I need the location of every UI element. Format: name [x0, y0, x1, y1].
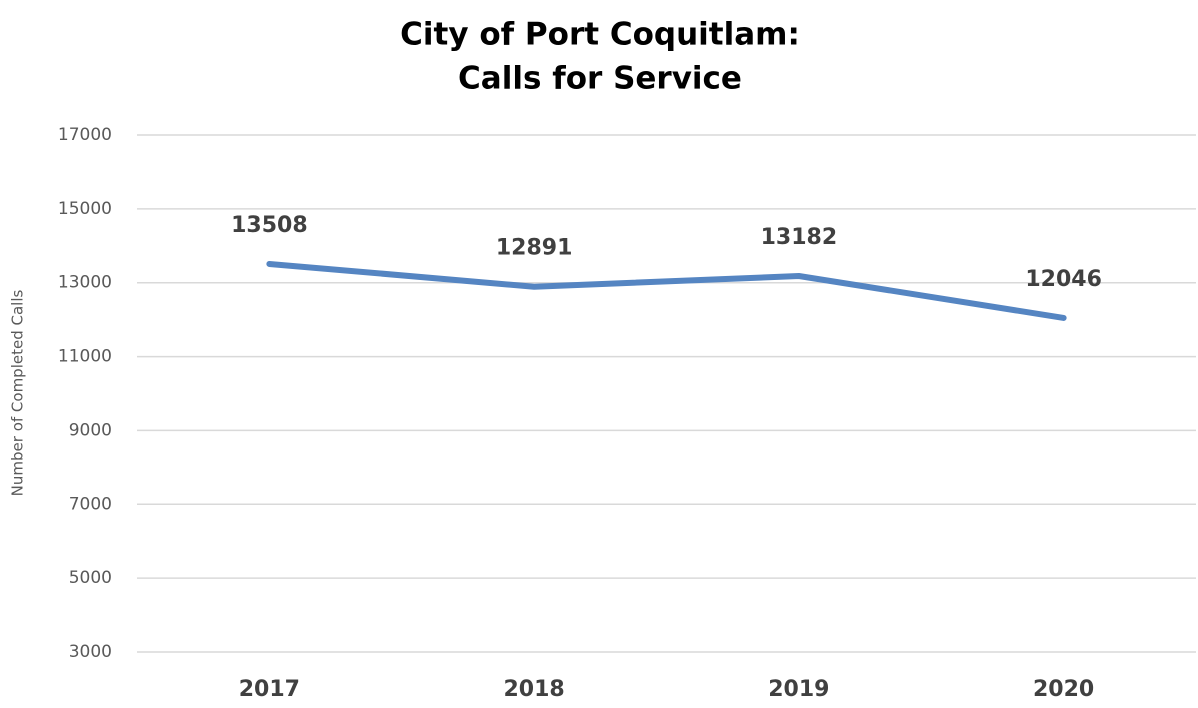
y-tick-label: 11000: [58, 347, 112, 367]
y-tick-label: 7000: [69, 494, 112, 514]
data-label: 13182: [761, 225, 838, 250]
y-tick-label: 9000: [69, 420, 112, 440]
x-tick-label: 2018: [504, 677, 565, 702]
data-label: 12891: [496, 236, 573, 261]
data-line: [266, 260, 1067, 321]
x-tick-label: 2019: [768, 677, 829, 702]
y-axis-label: Number of Completed Calls: [9, 289, 27, 496]
y-tick-label: 15000: [58, 199, 112, 219]
x-tick-label: 2020: [1033, 677, 1094, 702]
y-tick-label: 13000: [58, 273, 112, 293]
y-tick-label: 17000: [58, 125, 112, 145]
data-label: 12046: [1025, 267, 1102, 292]
y-tick-label: 3000: [69, 642, 112, 662]
data-label: 13508: [231, 213, 308, 238]
y-tick-label: 5000: [69, 568, 112, 588]
x-tick-label: 2017: [239, 677, 300, 702]
chart-title: City of Port Coquitlam:: [400, 17, 800, 53]
chart-title: Calls for Service: [458, 61, 742, 97]
